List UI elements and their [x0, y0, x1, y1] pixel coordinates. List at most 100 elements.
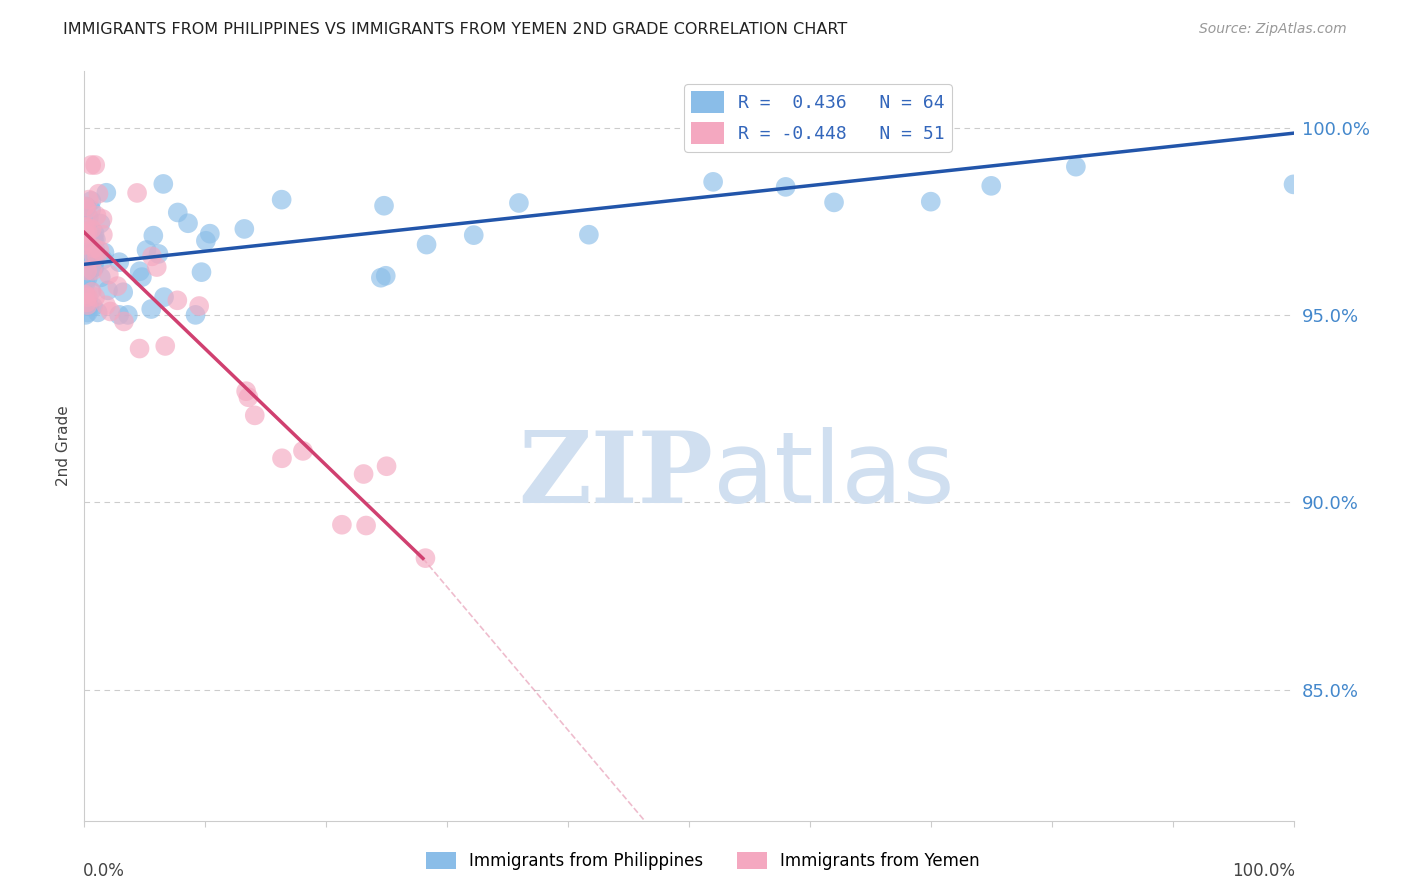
Point	[73, 199, 96, 213]
Point	[75, 220, 97, 235]
Point	[86, 209, 108, 223]
Point	[97, 284, 120, 298]
Point	[75, 249, 97, 263]
Point	[166, 205, 188, 219]
Point	[77, 211, 100, 225]
Point	[141, 301, 163, 316]
Point	[80, 285, 103, 299]
Point	[80, 158, 103, 172]
Point	[76, 305, 98, 319]
Point	[82, 300, 104, 314]
Point	[131, 270, 153, 285]
Point	[82, 264, 104, 278]
Point	[75, 277, 97, 291]
Point	[353, 467, 375, 481]
Point	[76, 295, 98, 310]
Point	[76, 263, 98, 277]
Point	[354, 518, 377, 533]
Point	[330, 517, 353, 532]
Point	[190, 265, 212, 279]
Text: atlas: atlas	[713, 427, 955, 524]
Point	[463, 228, 485, 243]
Point	[194, 234, 217, 248]
Point	[73, 226, 96, 240]
Point	[83, 248, 105, 262]
Point	[980, 178, 1002, 193]
Point	[76, 290, 98, 304]
Point	[77, 193, 100, 207]
Point	[91, 211, 114, 226]
Point	[135, 243, 157, 257]
Point	[80, 222, 103, 236]
Point	[91, 227, 114, 242]
Point	[84, 251, 107, 265]
Point	[920, 194, 942, 209]
Point	[152, 177, 174, 191]
Point	[373, 199, 395, 213]
Point	[89, 217, 111, 231]
Text: 0.0%: 0.0%	[83, 862, 125, 880]
Point	[91, 252, 114, 267]
Point	[108, 255, 131, 269]
Point	[823, 195, 845, 210]
Point	[128, 342, 150, 356]
Point	[84, 158, 107, 172]
Point	[271, 451, 294, 466]
Point	[108, 308, 131, 322]
Point	[86, 305, 108, 319]
Point	[291, 443, 314, 458]
Point	[73, 287, 96, 301]
Legend: R =  0.436   N = 64, R = -0.448   N = 51: R = 0.436 N = 64, R = -0.448 N = 51	[683, 84, 952, 152]
Point	[155, 339, 177, 353]
Point	[235, 384, 257, 399]
Point	[76, 225, 98, 239]
Point	[270, 193, 292, 207]
Point	[153, 290, 176, 304]
Point	[83, 226, 105, 240]
Point	[117, 308, 139, 322]
Text: Source: ZipAtlas.com: Source: ZipAtlas.com	[1199, 22, 1347, 37]
Point	[86, 249, 108, 263]
Point	[79, 299, 101, 313]
Point	[76, 202, 98, 217]
Point	[75, 267, 97, 281]
Point	[83, 260, 105, 275]
Point	[97, 268, 120, 282]
Point	[578, 227, 600, 242]
Text: IMMIGRANTS FROM PHILIPPINES VS IMMIGRANTS FROM YEMEN 2ND GRADE CORRELATION CHART: IMMIGRANTS FROM PHILIPPINES VS IMMIGRANT…	[63, 22, 848, 37]
Point	[105, 279, 128, 293]
Point	[128, 264, 150, 278]
Point	[83, 233, 105, 247]
Point	[238, 390, 260, 404]
Point	[80, 194, 103, 208]
Point	[233, 222, 256, 236]
Point	[77, 231, 100, 245]
Point	[415, 237, 437, 252]
Point	[80, 284, 103, 298]
Point	[96, 186, 118, 200]
Point	[80, 202, 103, 217]
Point	[166, 293, 188, 308]
Point	[90, 270, 112, 285]
Point	[75, 200, 97, 214]
Point	[1064, 160, 1087, 174]
Point	[177, 216, 200, 230]
Point	[375, 459, 398, 474]
Y-axis label: 2nd Grade: 2nd Grade	[56, 406, 72, 486]
Point	[93, 245, 115, 260]
Point	[112, 285, 135, 300]
Point	[83, 234, 105, 248]
Point	[415, 551, 437, 566]
Point	[73, 228, 96, 243]
Point	[84, 243, 107, 257]
Point	[125, 186, 148, 200]
Point	[702, 175, 724, 189]
Point	[76, 298, 98, 312]
Point	[370, 270, 392, 285]
Point	[87, 186, 110, 201]
Legend: Immigrants from Philippines, Immigrants from Yemen: Immigrants from Philippines, Immigrants …	[419, 845, 987, 877]
Point	[100, 304, 122, 318]
Text: ZIP: ZIP	[519, 427, 713, 524]
Point	[82, 250, 104, 264]
Point	[1282, 178, 1305, 192]
